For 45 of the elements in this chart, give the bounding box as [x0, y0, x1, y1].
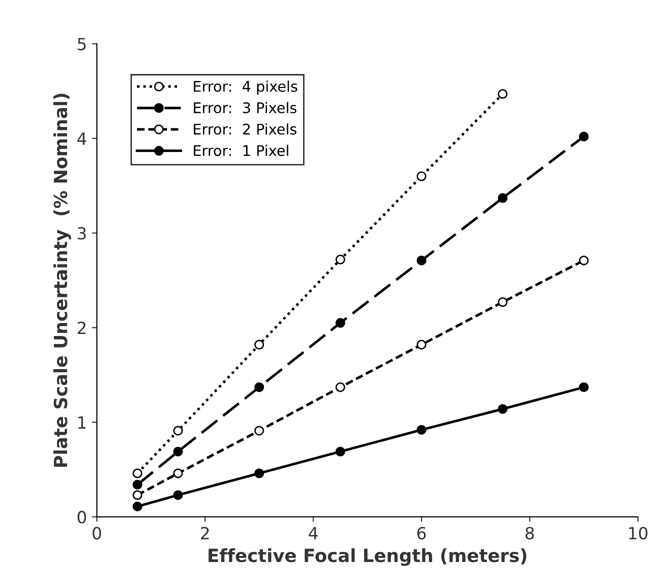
- point: [173, 446, 183, 456]
- x-axis-title: Effective Focal Length (meters): [208, 548, 526, 566]
- point: [132, 480, 142, 490]
- point: [578, 256, 589, 266]
- x-tick-label: 4: [308, 527, 318, 540]
- point: [132, 490, 142, 500]
- y-tick-label: 1: [78, 416, 86, 429]
- y-tick-label: 0: [78, 510, 86, 524]
- point: [335, 446, 346, 456]
- point: [254, 340, 264, 350]
- point: [498, 404, 508, 414]
- point: [416, 171, 426, 182]
- x-tick-label: 6: [417, 526, 426, 540]
- x-tick-label: 8: [526, 526, 534, 540]
- legend-label: Error: 3 Pixels: [194, 102, 296, 114]
- point: [173, 490, 183, 500]
- y-tick-label: 4: [77, 132, 86, 145]
- point: [498, 193, 508, 203]
- point: [173, 468, 183, 478]
- y-axis-title: Plate Scale Uncertainty (% Nominal): [53, 94, 71, 467]
- y-tick-label: 2: [78, 322, 86, 334]
- point: [416, 340, 426, 350]
- point: [254, 426, 264, 436]
- x-tick-label: 10: [629, 526, 648, 540]
- point: [578, 382, 589, 392]
- point: [578, 132, 589, 142]
- legend-label: Error: 2 Pixels: [194, 123, 296, 135]
- legend-label: Error: 4 pixels: [194, 80, 298, 95]
- point: [498, 89, 508, 99]
- point: [132, 468, 142, 478]
- y-tick-label: 5: [78, 38, 86, 50]
- y-tick-label: 3: [78, 226, 86, 240]
- point: [498, 297, 508, 307]
- point: [254, 382, 264, 392]
- point: [416, 256, 426, 266]
- point: [335, 318, 346, 328]
- point: [173, 426, 183, 436]
- point: [335, 254, 346, 264]
- point: [254, 468, 264, 478]
- point: [132, 502, 142, 512]
- x-tick-label: 2: [200, 526, 209, 540]
- x-tick-label: 0: [92, 526, 102, 540]
- point: [416, 424, 426, 435]
- legend-label: Error: 1 Pixel: [194, 144, 288, 156]
- point: [335, 382, 346, 392]
